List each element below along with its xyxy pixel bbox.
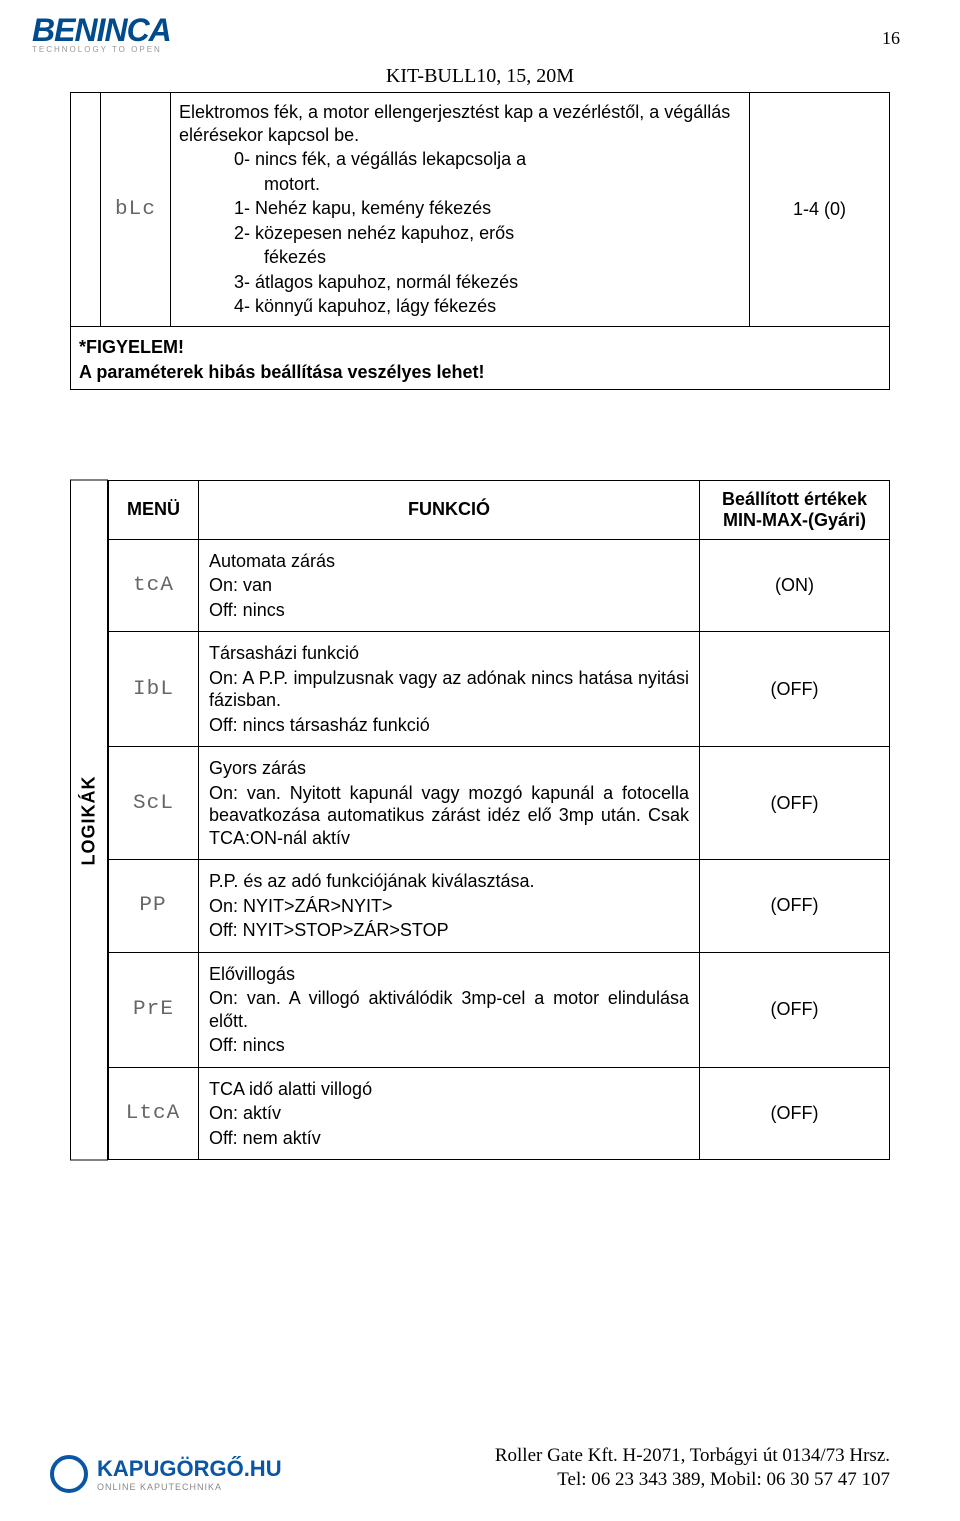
function-line: On: aktív	[209, 1102, 689, 1125]
document-title: KIT-BULL10, 15, 20M	[70, 65, 890, 88]
desc-line: 2- közepesen nehéz kapuhoz, erős	[179, 222, 741, 245]
footer-brand: KAPUGÖRGŐ.HU	[97, 1456, 282, 1482]
desc-line: motort.	[179, 173, 741, 196]
segment-display: LtcA	[126, 1102, 181, 1125]
value-cell: (OFF)	[700, 1067, 890, 1160]
footer-sub: ONLINE KAPUTECHNIKA	[97, 1482, 282, 1492]
desc-line: 4- könnyű kapuhoz, lágy fékezés	[179, 295, 741, 318]
spacer-cell	[71, 93, 101, 327]
value-cell: (OFF)	[700, 632, 890, 747]
function-cell: ElővillogásOn: van. A villogó aktiválódi…	[199, 952, 700, 1067]
table-row: tcA Automata zárásOn: vanOff: nincs (ON)	[109, 539, 890, 632]
desc-line: 0- nincs fék, a végállás lekapcsolja a	[179, 148, 741, 171]
table-row: PP P.P. és az adó funkciójának kiválaszt…	[109, 860, 890, 953]
footer-line: Roller Gate Kft. H-2071, Torbágyi út 013…	[495, 1444, 890, 1469]
function-line: On: NYIT>ZÁR>NYIT>	[209, 895, 689, 918]
page-footer: KAPUGÖRGŐ.HU ONLINE KAPUTECHNIKA Roller …	[0, 1444, 960, 1493]
table-row: PrE ElővillogásOn: van. A villogó aktivá…	[109, 952, 890, 1067]
function-line: On: van	[209, 574, 689, 597]
function-line: Gyors zárás	[209, 757, 689, 780]
value-cell: (ON)	[700, 539, 890, 632]
segment-display: ScL	[133, 792, 174, 815]
menu-icon-cell: tcA	[109, 539, 199, 632]
header-function: FUNKCIÓ	[199, 480, 700, 539]
segment-display-blc: bLc	[115, 198, 156, 221]
function-line: Off: NYIT>STOP>ZÁR>STOP	[209, 919, 689, 942]
logic-table: MENÜ FUNKCIÓ Beállított értékek MIN-MAX-…	[108, 480, 890, 1161]
function-line: P.P. és az adó funkciójának kiválasztása…	[209, 870, 689, 893]
page-number: 16	[882, 28, 900, 49]
function-cell: Gyors zárásOn: van. Nyitott kapunál vagy…	[199, 747, 700, 860]
menu-icon-cell: LtcA	[109, 1067, 199, 1160]
header-value: Beállított értékek MIN-MAX-(Gyári)	[700, 480, 890, 539]
gear-icon	[50, 1455, 88, 1493]
menu-icon-cell: PrE	[109, 952, 199, 1067]
warning-cell: *FIGYELEM! A paraméterek hibás beállítás…	[71, 326, 890, 389]
table-row: ScL Gyors zárásOn: van. Nyitott kapunál …	[109, 747, 890, 860]
brand-tagline: TECHNOLOGY TO OPEN	[32, 45, 171, 54]
value-cell: (OFF)	[700, 952, 890, 1067]
menu-icon-cell: IbL	[109, 632, 199, 747]
brand-logo: BENINCA TECHNOLOGY TO OPEN	[32, 12, 171, 54]
footer-line: Tel: 06 23 343 389, Mobil: 06 30 57 47 1…	[495, 1468, 890, 1493]
segment-display: PrE	[133, 998, 174, 1021]
segment-display: PP	[140, 894, 167, 917]
table-row: LtcA TCA idő alatti villogóOn: aktívOff:…	[109, 1067, 890, 1160]
desc-line: Elektromos fék, a motor ellengerjesztést…	[179, 101, 741, 146]
section-side-label: LOGIKÁK	[70, 480, 108, 1161]
footer-contact: Roller Gate Kft. H-2071, Torbágyi út 013…	[495, 1444, 890, 1493]
function-line: On: van. Nyitott kapunál vagy mozgó kapu…	[209, 782, 689, 850]
function-line: Elővillogás	[209, 963, 689, 986]
function-line: Off: nincs	[209, 599, 689, 622]
brake-table: bLc Elektromos fék, a motor ellengerjesz…	[70, 92, 890, 390]
value-cell: (OFF)	[700, 860, 890, 953]
desc-line: 1- Nehéz kapu, kemény fékezés	[179, 197, 741, 220]
header-menu: MENÜ	[109, 480, 199, 539]
function-line: On: A P.P. impulzusnak vagy az adónak ni…	[209, 667, 689, 712]
function-cell: TCA idő alatti villogóOn: aktívOff: nem …	[199, 1067, 700, 1160]
function-line: On: van. A villogó aktiválódik 3mp-cel a…	[209, 987, 689, 1032]
function-line: Automata zárás	[209, 550, 689, 573]
warning-label: *FIGYELEM!	[79, 337, 881, 358]
function-cell: Társasházi funkcióOn: A P.P. impulzusnak…	[199, 632, 700, 747]
function-line: TCA idő alatti villogó	[209, 1078, 689, 1101]
param-description-cell: Elektromos fék, a motor ellengerjesztést…	[171, 93, 750, 327]
menu-icon-cell: PP	[109, 860, 199, 953]
function-line: Off: nincs	[209, 1034, 689, 1057]
desc-line: 3- átlagos kapuhoz, normál fékezés	[179, 271, 741, 294]
function-cell: P.P. és az adó funkciójának kiválasztása…	[199, 860, 700, 953]
table-row: IbL Társasházi funkcióOn: A P.P. impulzu…	[109, 632, 890, 747]
param-value-cell: 1-4 (0)	[750, 93, 890, 327]
segment-display: IbL	[133, 678, 174, 701]
function-cell: Automata zárásOn: vanOff: nincs	[199, 539, 700, 632]
table-header-row: MENÜ FUNKCIÓ Beállított értékek MIN-MAX-…	[109, 480, 890, 539]
desc-line: fékezés	[179, 246, 741, 269]
menu-icon-cell: ScL	[109, 747, 199, 860]
function-line: Off: nincs társasház funkció	[209, 714, 689, 737]
value-cell: (OFF)	[700, 747, 890, 860]
segment-display: tcA	[133, 574, 174, 597]
function-line: Társasházi funkció	[209, 642, 689, 665]
function-line: Off: nem aktív	[209, 1127, 689, 1150]
logic-section: LOGIKÁK MENÜ FUNKCIÓ Beállított értékek …	[70, 480, 890, 1161]
footer-logo: KAPUGÖRGŐ.HU ONLINE KAPUTECHNIKA	[50, 1455, 282, 1493]
brand-name: BENINCA	[32, 12, 171, 49]
warning-text: A paraméterek hibás beállítása veszélyes…	[79, 362, 881, 383]
param-icon-cell: bLc	[101, 93, 171, 327]
